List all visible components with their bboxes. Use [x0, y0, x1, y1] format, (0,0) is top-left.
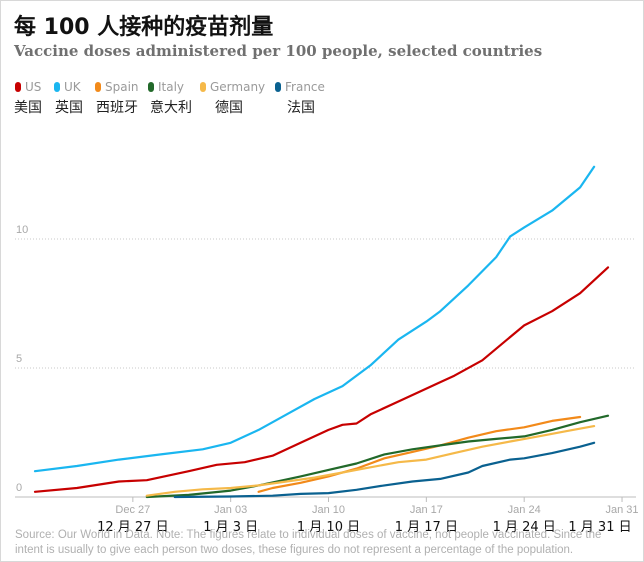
- x-tick-label: Jan 10: [312, 504, 345, 516]
- legend-label: Germany: [210, 80, 266, 94]
- series-line-spain: [257, 415, 582, 493]
- series-line-germany: [145, 425, 596, 497]
- series-line-uk: [33, 165, 596, 473]
- legend-cn-label-italy: 意大利: [150, 100, 192, 116]
- x-tick-label-cn: 12 月 27 日: [97, 520, 169, 535]
- legend-label: US: [25, 80, 42, 94]
- legend-swatch: [54, 82, 60, 92]
- legend-label: Spain: [105, 80, 139, 94]
- legend-item-uk: UK: [54, 80, 81, 94]
- legend-cn-label-us: 美国: [14, 100, 42, 116]
- chart-subtitle: Vaccine doses administered per 100 peopl…: [14, 42, 543, 60]
- x-tick-label-cn: 1 月 24 日: [492, 520, 556, 535]
- y-tick-label: 0: [16, 482, 22, 494]
- source-note: Source: Our World in Data. Note: The fig…: [15, 529, 602, 556]
- legend-label: UK: [64, 80, 81, 94]
- x-tick-label: Jan 31: [606, 504, 639, 516]
- legend-cn-label-france: 法国: [287, 100, 315, 116]
- legend-item-spain: Spain: [95, 80, 139, 94]
- legend-item-france: France: [275, 80, 325, 94]
- x-tick-label: Dec 27: [115, 504, 150, 516]
- legend-label: Italy: [158, 80, 185, 94]
- y-tick-label: 5: [16, 353, 22, 365]
- x-tick-label: Jan 03: [214, 504, 247, 516]
- legend-label: France: [285, 80, 325, 94]
- legend-swatch: [148, 82, 154, 92]
- x-tick-label-cn: 1 月 10 日: [296, 520, 361, 535]
- series-line-france: [173, 441, 596, 499]
- x-tick-label-cn: 1 月 17 日: [394, 520, 458, 535]
- series-line-us: [33, 266, 610, 493]
- x-tick-label: Jan 17: [410, 504, 443, 516]
- x-tick-label: Jan 24: [508, 504, 541, 516]
- legend-cn-label-uk: 英国: [55, 100, 83, 116]
- legend-cn-label-spain: 西班牙: [96, 100, 138, 116]
- legend-cn-label-germany: 德国: [215, 100, 243, 116]
- legend-item-germany: Germany: [200, 80, 265, 94]
- x-tick-label-cn: 1 月 31 日: [568, 520, 632, 535]
- x-tick-label-cn: 1 月 3 日: [203, 520, 259, 535]
- y-tick-label: 10: [16, 224, 28, 236]
- legend-item-us: US: [15, 80, 41, 94]
- series-line-italy: [145, 414, 610, 499]
- legend-swatch: [275, 82, 281, 92]
- legend-swatch: [95, 82, 101, 92]
- legend-swatch: [15, 82, 21, 92]
- legend-item-italy: Italy: [148, 80, 184, 94]
- legend-swatch: [200, 82, 206, 92]
- chart-title: 每 100 人接种的疫苗剂量: [14, 15, 274, 40]
